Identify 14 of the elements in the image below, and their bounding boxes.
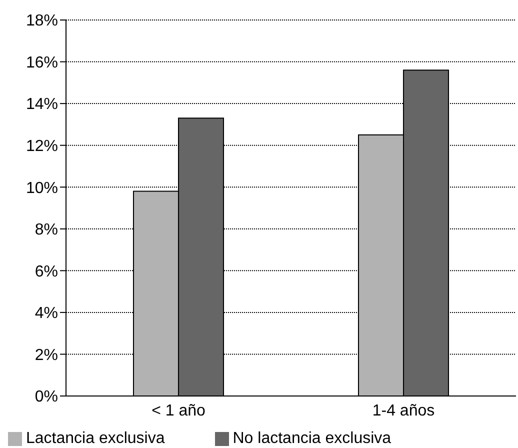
y-tick-label: 6% <box>34 263 58 280</box>
y-tick-label: 8% <box>34 222 58 239</box>
legend-label: No lactancia exclusiva <box>232 430 392 447</box>
y-tick-label: 10% <box>26 180 58 197</box>
y-tick-label: 14% <box>26 96 58 114</box>
y-tick-label: 4% <box>34 305 58 322</box>
y-tick-label: 2% <box>34 346 58 364</box>
legend-label: Lactancia exclusiva <box>26 430 165 447</box>
x-tick-label: 1-4 años <box>372 402 435 420</box>
y-tick-label: 12% <box>26 138 58 156</box>
x-tick-label: < 1 año <box>152 402 206 420</box>
y-tick-label: 0% <box>34 388 58 406</box>
y-tick-label: 18% <box>26 12 58 30</box>
y-tick-label: 16% <box>26 54 58 72</box>
